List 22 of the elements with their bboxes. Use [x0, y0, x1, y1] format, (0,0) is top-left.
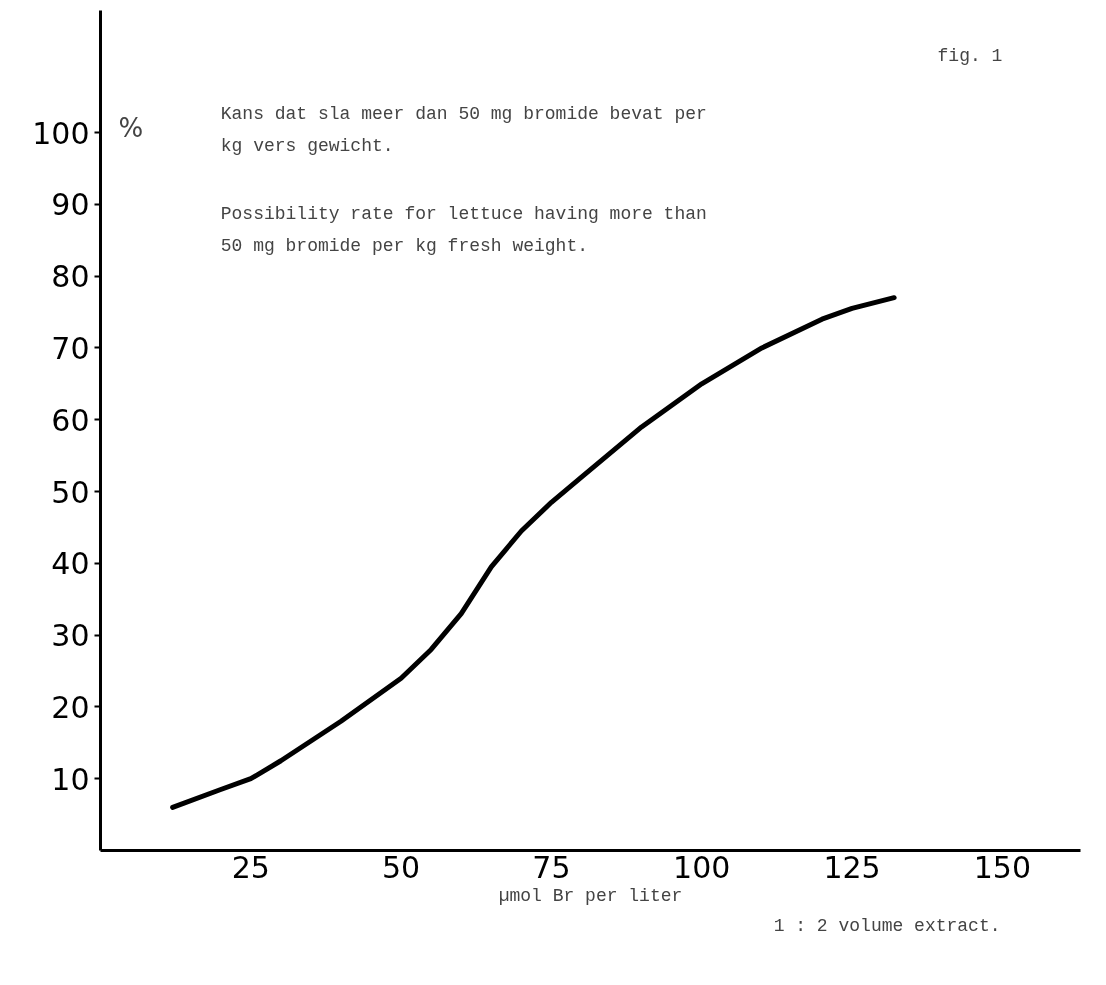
text: 1 : 2 volume extract.: [773, 915, 1001, 936]
annotation: Possibility rate for lettuce having more than 50 mg bromide per kg fresh weight.: [220, 204, 707, 257]
x-tick-label: 50: [382, 849, 421, 885]
x-tick-label: 150: [973, 849, 1031, 885]
y-tick-label: 50: [51, 474, 90, 510]
y-tick-label: 60: [51, 402, 90, 438]
annotation: fig. 1: [937, 46, 1003, 67]
y-tick-label: 30: [51, 618, 90, 654]
x-tick-label: 125: [823, 849, 881, 885]
annotation: Kans dat sla meer dan 50 mg bromide bevat per kg vers gewicht.: [220, 103, 707, 156]
y-tick-label: 100: [32, 115, 90, 151]
y-tick-label: 20: [51, 689, 90, 725]
y-tick-label: 40: [51, 546, 90, 582]
y-tick-label: 70: [51, 330, 90, 366]
x-axis-title: µmol Br per liter: [498, 885, 683, 906]
y-tick-label: 90: [51, 187, 90, 223]
x-tick-label: 25: [231, 849, 270, 885]
x-tick-label: 100: [673, 849, 731, 885]
y-tick-label: 80: [51, 259, 90, 295]
y-tick-label: 10: [51, 761, 90, 797]
x-tick-label: 75: [532, 849, 571, 885]
y-axis-title: %: [118, 112, 144, 143]
